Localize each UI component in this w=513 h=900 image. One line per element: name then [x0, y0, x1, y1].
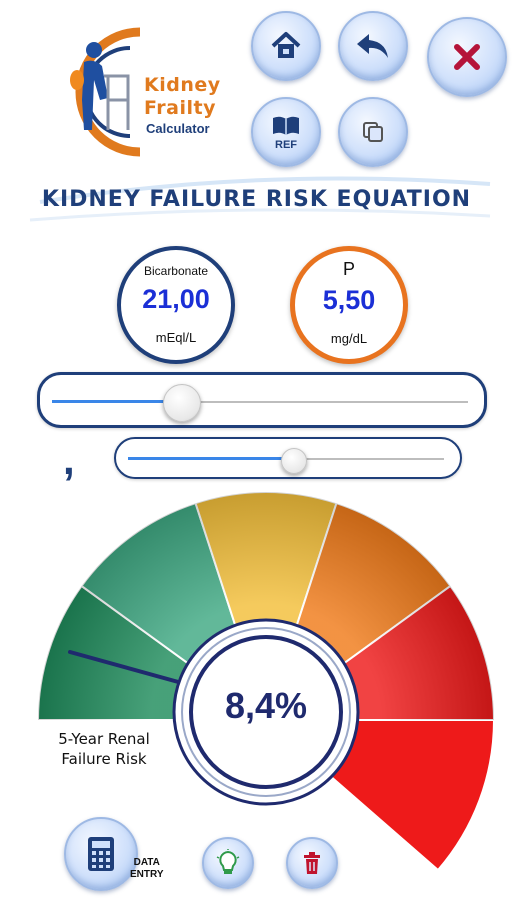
- home-icon: [271, 32, 301, 58]
- home-button[interactable]: [251, 11, 321, 81]
- copy-icon: [363, 122, 383, 142]
- app-logo: Kidney Frailty Calculator: [22, 20, 242, 160]
- logo-text-kidney: Kidney: [144, 74, 221, 96]
- hint-button[interactable]: [202, 837, 254, 889]
- decimal-slider[interactable]: [114, 437, 462, 479]
- logo-figure-icon: [70, 27, 141, 157]
- slider-fill: [52, 400, 183, 403]
- phosphorus-unit: mg/dL: [330, 331, 368, 346]
- bicarbonate-unit: mEql/L: [155, 330, 197, 345]
- data-entry-label-line1: DATA: [133, 857, 160, 868]
- decimal-slider-fill: [128, 457, 295, 460]
- back-button[interactable]: [338, 11, 408, 81]
- decimal-slider-thumb[interactable]: [281, 448, 308, 474]
- book-icon: [273, 116, 299, 135]
- trash-icon: [304, 852, 320, 874]
- lightbulb-icon: [216, 849, 240, 874]
- ref-label: REF: [275, 139, 297, 151]
- ref-button[interactable]: REF: [251, 97, 321, 167]
- close-button[interactable]: [427, 17, 507, 97]
- bicarbonate-display: Bicarbonate 21,00 mEql/L: [117, 246, 235, 364]
- data-entry-label: DATA ENTRY: [130, 857, 164, 881]
- calculator-icon: [88, 837, 114, 871]
- phosphorus-label: P: [342, 259, 355, 279]
- close-icon: [454, 44, 480, 70]
- phosphorus-value: 5,50: [322, 285, 376, 315]
- bicarbonate-label: Bicarbonate: [143, 264, 209, 278]
- risk-value: 8,4%: [224, 685, 308, 726]
- title-swoosh: [29, 176, 491, 222]
- data-entry-label-line2: ENTRY: [130, 869, 164, 880]
- logo-text-frailty: Frailty: [144, 97, 216, 119]
- slider-track: [52, 401, 468, 403]
- delete-button[interactable]: [286, 837, 338, 889]
- back-arrow-icon: [357, 34, 388, 58]
- decimal-separator: ,: [63, 436, 75, 483]
- data-entry-button[interactable]: [64, 817, 138, 891]
- value-slider[interactable]: [37, 372, 487, 428]
- gauge-inner-ring: [189, 635, 343, 789]
- risk-label: 5-Year Renal Failure Risk: [58, 730, 150, 768]
- slider-thumb[interactable]: [163, 384, 202, 422]
- copy-button[interactable]: [338, 97, 408, 167]
- phosphorus-display: P 5,50 mg/dL: [290, 246, 408, 364]
- logo-text-calculator: Calculator: [146, 121, 210, 136]
- bicarbonate-value: 21,00: [142, 284, 210, 314]
- page-title: KIDNEY FAILURE RISK EQUATION: [41, 187, 472, 212]
